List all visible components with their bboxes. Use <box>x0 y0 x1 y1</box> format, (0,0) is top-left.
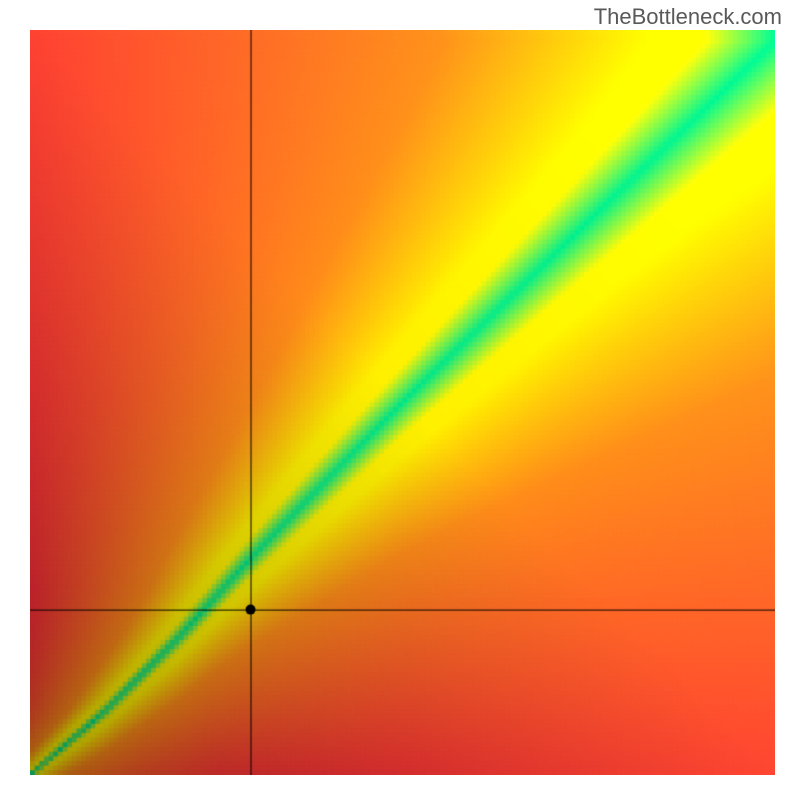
watermark-text: TheBottleneck.com <box>594 4 782 30</box>
chart-container: TheBottleneck.com <box>0 0 800 800</box>
heatmap-canvas <box>30 30 775 775</box>
